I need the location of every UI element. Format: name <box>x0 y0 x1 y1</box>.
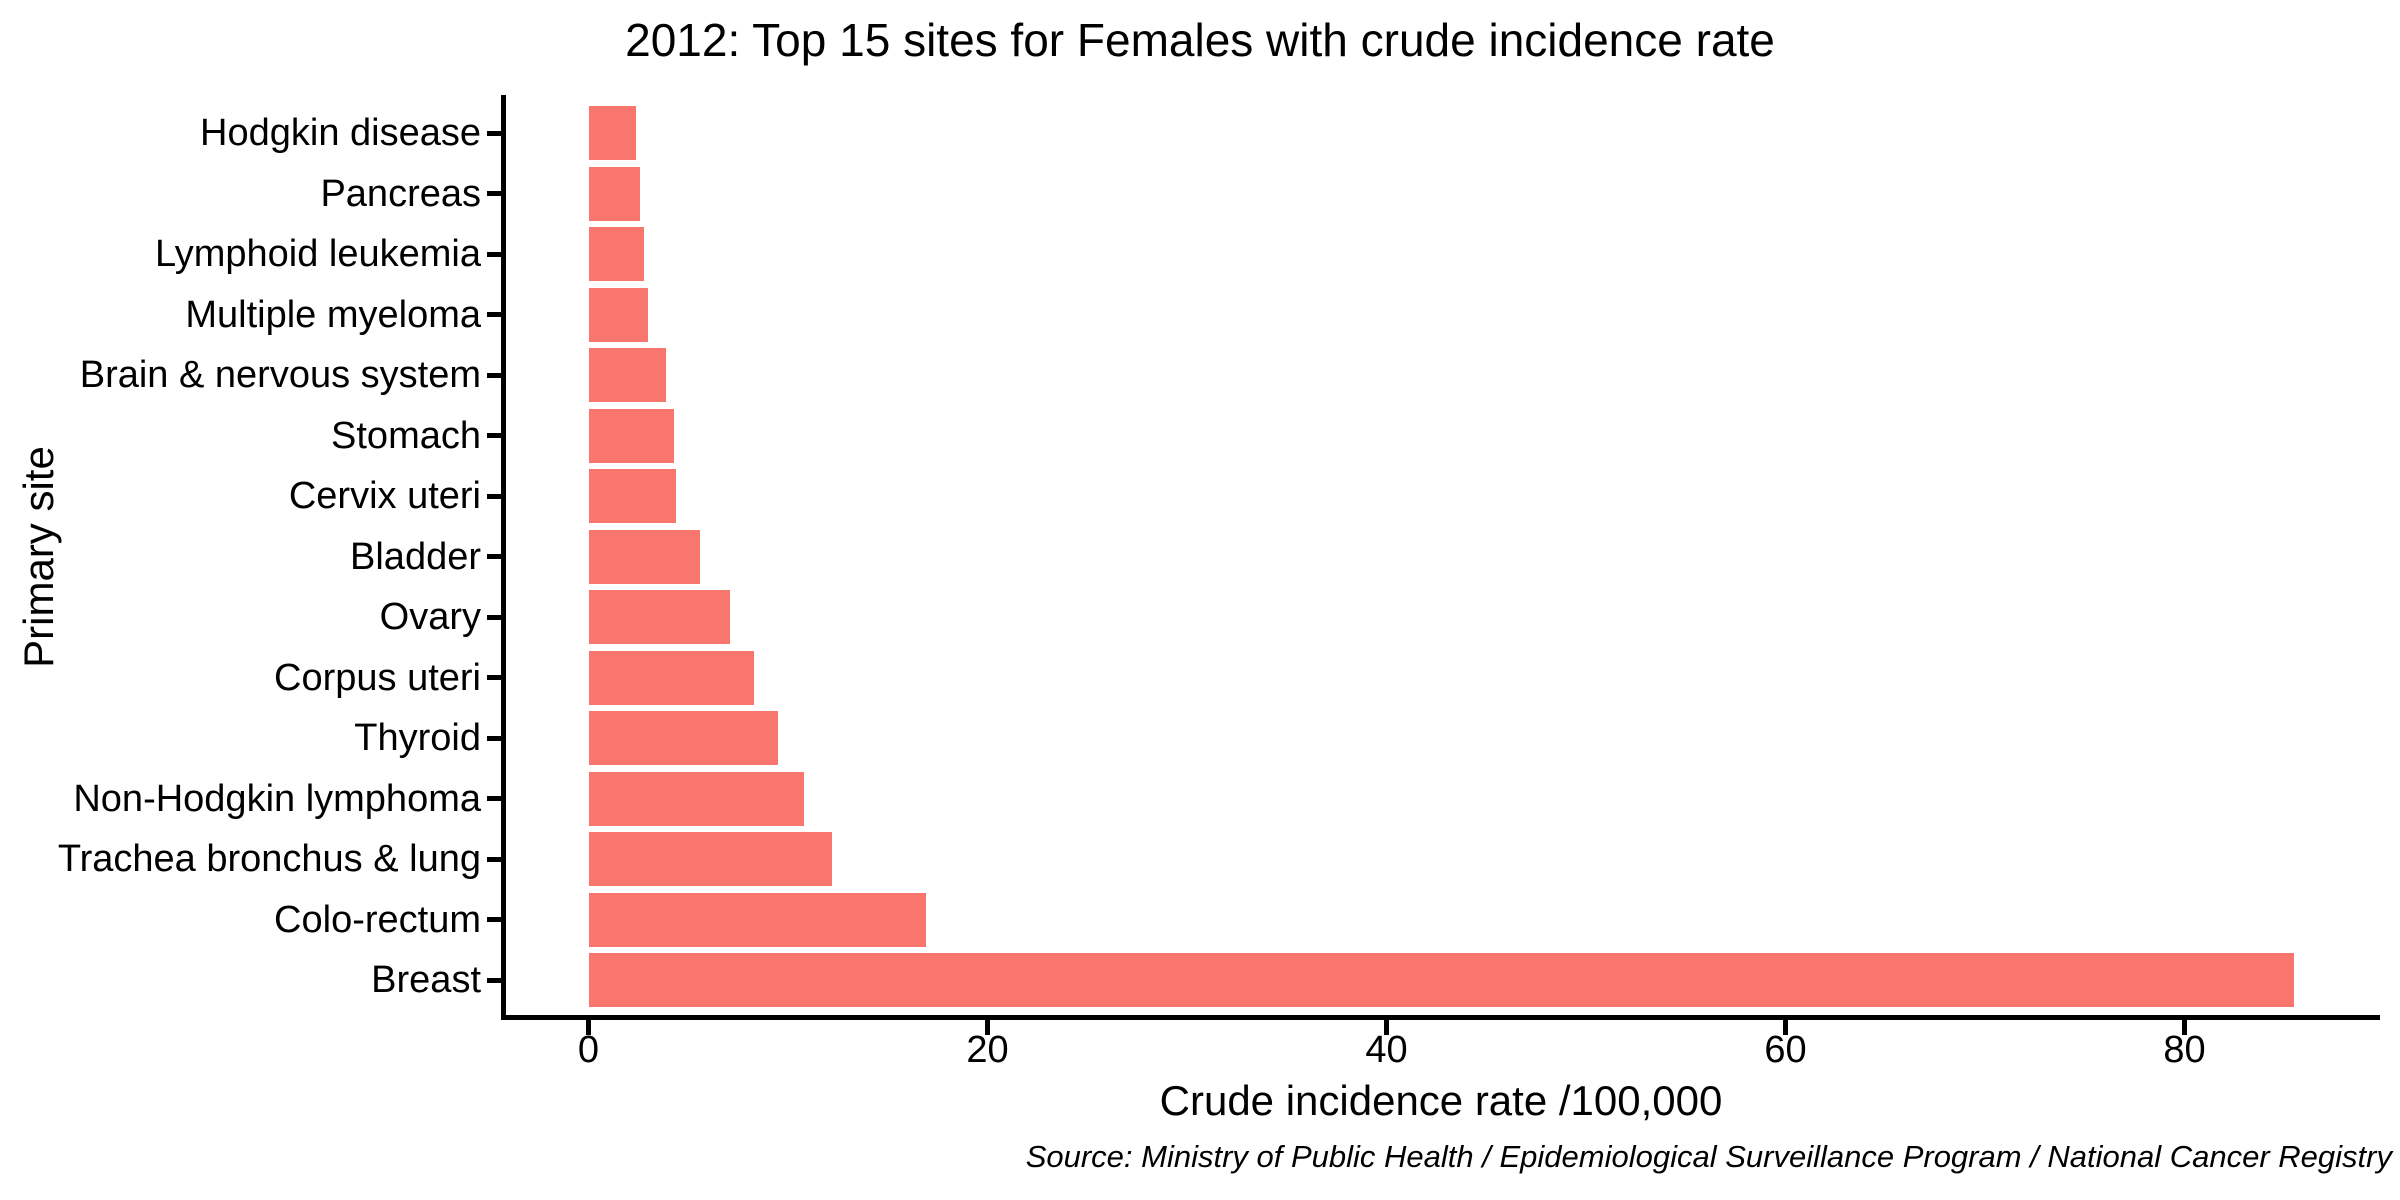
y-tick-label: Non-Hodgkin lymphoma <box>73 777 481 820</box>
x-tick-mark <box>586 1020 591 1035</box>
x-tick-mark <box>2182 1020 2187 1035</box>
y-tick-mark <box>487 856 502 862</box>
x-tick-mark <box>1384 1020 1389 1035</box>
bar <box>588 832 832 886</box>
y-tick-label: Hodgkin disease <box>200 112 481 154</box>
bar <box>588 529 701 584</box>
source-caption: Source: Ministry of Public Health / Epid… <box>1025 1139 2392 1174</box>
y-tick-label: Trachea bronchus & lung <box>57 838 481 880</box>
y-tick-label: Colo-rectum <box>274 898 481 941</box>
y-tick-mark <box>487 130 502 136</box>
bar <box>588 106 637 160</box>
bar <box>588 590 731 644</box>
x-tick-label: 40 <box>1365 1029 1408 1071</box>
y-tick-mark <box>487 312 502 317</box>
y-tick-label: Pancreas <box>320 172 481 215</box>
x-tick-label: 80 <box>2163 1029 2206 1071</box>
y-tick-label: Bladder <box>350 535 481 578</box>
y-tick-mark <box>487 372 502 378</box>
y-tick-mark <box>487 493 502 499</box>
x-tick-label: 20 <box>966 1029 1009 1071</box>
x-tick-label: 0 <box>577 1029 600 1071</box>
y-tick-mark <box>487 251 502 257</box>
y-tick-label: Multiple myeloma <box>185 293 481 336</box>
bar <box>588 650 755 705</box>
y-tick-label: Thyroid <box>354 717 481 759</box>
y-tick-mark <box>487 191 502 196</box>
y-tick-mark <box>487 433 502 438</box>
bar <box>588 166 641 221</box>
y-tick-mark <box>487 917 502 922</box>
y-axis-line <box>501 95 506 1020</box>
bar <box>588 227 645 281</box>
x-tick-label: 60 <box>1764 1029 1807 1071</box>
y-tick-label: Cervix uteri <box>288 475 481 517</box>
y-tick-mark <box>487 735 502 741</box>
y-tick-mark <box>487 977 502 983</box>
x-tick-mark <box>985 1020 990 1035</box>
bar <box>588 953 2295 1007</box>
x-tick-mark <box>1783 1020 1788 1035</box>
y-tick-label: Corpus uteri <box>274 656 481 699</box>
bar <box>588 469 677 523</box>
y-tick-label: Breast <box>371 959 481 1001</box>
bar <box>588 892 926 947</box>
y-tick-label: Lymphoid leukemia <box>155 233 481 275</box>
y-tick-label: Ovary <box>379 596 481 638</box>
bar <box>588 408 675 463</box>
y-tick-mark <box>487 554 502 559</box>
bar <box>588 771 804 826</box>
y-tick-mark <box>487 614 502 620</box>
y-tick-mark <box>487 675 502 680</box>
y-tick-mark <box>487 796 502 801</box>
chart-title: 2012: Top 15 sites for Females with crud… <box>625 14 1775 66</box>
bar <box>588 348 667 402</box>
x-axis-title: Crude incidence rate /100,000 <box>1159 1077 1723 1124</box>
y-tick-label: Stomach <box>331 414 481 457</box>
bar <box>588 287 649 342</box>
bar <box>588 711 779 765</box>
y-tick-label: Brain & nervous system <box>79 354 481 396</box>
x-axis-line <box>501 1015 2380 1020</box>
